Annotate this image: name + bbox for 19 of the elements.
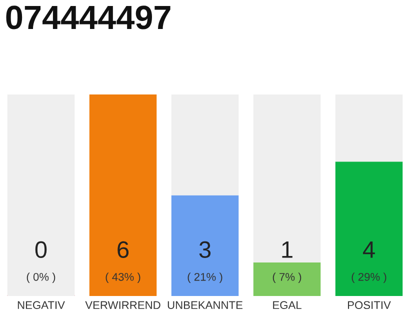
bar (171, 94, 239, 196)
data-label: 6 ( 43% ) (106, 241, 140, 284)
bar (335, 94, 403, 162)
bar (253, 94, 321, 262)
data-label: 1 ( 7% ) (272, 242, 302, 284)
data-label: 4 ( 29% ) (352, 242, 386, 284)
x-tick-label: EGAL (273, 301, 302, 310)
bar (89, 94, 157, 296)
x-tick-label: POSITIV (348, 301, 391, 310)
x-tick-label: VERWIRREND (85, 301, 160, 309)
chart-title: 074444497 (6, 6, 170, 30)
x-tick-label: NEGATIV (18, 301, 65, 310)
bar (335, 162, 403, 296)
data-label: 3 ( 21% ) (188, 241, 222, 284)
bar (253, 262, 321, 296)
bar (171, 195, 239, 296)
bar (7, 94, 75, 296)
x-tick-label: UNBEKANNTE (168, 301, 242, 310)
data-label: 0 ( 0% ) (26, 241, 56, 284)
